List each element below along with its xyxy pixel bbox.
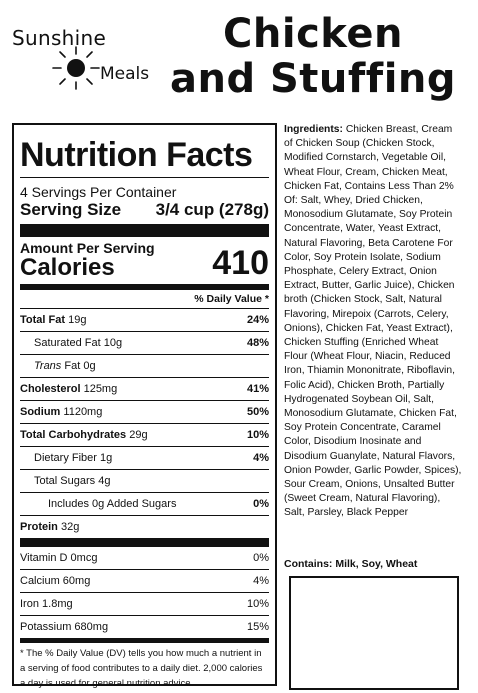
sun-icon [52, 46, 100, 90]
nutrition-facts-heading: Nutrition Facts [20, 136, 253, 174]
nutrient-row-cholesterol: Cholesterol 125mg 41% [20, 377, 269, 400]
nutrient-name: Dietary Fiber [34, 452, 97, 464]
nutrient-dv: 48% [246, 337, 269, 349]
vitamin-dv: 0% [253, 552, 269, 564]
product-title-line2: and Stuffing [169, 56, 457, 102]
nutrient-amount: 0g [83, 360, 96, 372]
ingredients-list: Ingredients: Chicken Breast, Cream of Ch… [284, 123, 462, 521]
calories-value: 410 [212, 244, 269, 282]
thick-divider [20, 224, 269, 237]
product-title: Chicken and Stuffing [158, 12, 468, 102]
serving-size-label: Serving Size [20, 200, 122, 219]
vitamins-section: Vitamin D 0mcg 0% Calcium 60mg 4% Iron 1… [20, 547, 269, 638]
vitamin-dv: 15% [246, 621, 269, 633]
nutrient-name: Cholesterol [20, 383, 81, 395]
vitamin-amount: 680mg [74, 621, 109, 633]
nutrient-dv: 10% [246, 429, 269, 441]
nutrient-row-dietary-fiber: Dietary Fiber 1g 4% [20, 446, 269, 469]
vitamin-dv: 4% [253, 575, 269, 587]
nutrient-dv: 50% [246, 406, 269, 418]
nutrient-amount: 0g Added Sugars [92, 498, 177, 510]
vitamin-name: Iron [20, 598, 39, 610]
amount-per-serving: Amount Per Serving [20, 240, 155, 256]
vitamin-amount: 0mcg [70, 552, 98, 564]
nutrient-name: Total Sugars [34, 475, 96, 487]
nutrient-name: Includes [48, 498, 89, 510]
nutrient-row-trans-fat: Trans Fat 0g [20, 354, 269, 377]
calories-row: Amount Per Serving Calories 410 [20, 241, 269, 280]
vitamin-name: Potassium [20, 621, 72, 633]
nutrient-row-added-sugars: Includes 0g Added Sugars 0% [20, 492, 269, 515]
brand-name-bottom: Meals [100, 64, 150, 84]
nutrient-row-total-sugars: Total Sugars 4g [20, 469, 269, 492]
vitamin-name: Calcium [20, 575, 60, 587]
nutrient-amount: 29g [129, 429, 148, 441]
serving-size-value: 3/4 cup (278g) [155, 200, 269, 219]
vitamin-row-calcium: Calcium 60mg 4% [20, 569, 269, 592]
nutrient-dv: 24% [246, 314, 269, 326]
nutrient-amount: 1g [100, 452, 113, 464]
nutrient-name: Saturated Fat [34, 337, 101, 349]
serving-size-row: Serving Size 3/4 cup (278g) [20, 200, 269, 220]
protein-divider [20, 538, 269, 547]
brand-logo: Sunshine Meals [12, 26, 162, 94]
nutrient-name: Sodium [20, 406, 61, 418]
product-title-line1: Chicken [223, 11, 403, 57]
vitamin-amount: 60mg [62, 575, 91, 587]
brand-name-top: Sunshine [12, 26, 107, 50]
ingredients-text: Chicken Breast, Cream of Chicken Soup (C… [284, 124, 462, 519]
nutrient-amount: 10g [103, 337, 123, 349]
allergen-statement: Contains: Milk, Soy, Wheat [284, 558, 418, 570]
nutrient-amount: 1120mg [63, 406, 103, 418]
nutrition-facts-label: Nutrition Facts 4 Servings Per Container… [12, 123, 277, 689]
vitamin-row-vitamin-d: Vitamin D 0mcg 0% [20, 547, 269, 569]
nutrient-dv: 4% [253, 452, 269, 464]
nutrient-name: Total Carbohydrates [20, 429, 127, 441]
nutrient-amount: 19g [68, 314, 87, 326]
vitamin-name: Vitamin D [20, 552, 68, 564]
nutrient-amount: 4g [98, 475, 111, 487]
nutrient-row-sodium: Sodium 1120mg 50% [20, 400, 269, 423]
nutrient-row-saturated-fat: Saturated Fat 10g 48% [20, 331, 269, 354]
medium-divider [20, 284, 269, 290]
nutrient-amount: 125mg [83, 383, 118, 395]
daily-value-header: % Daily Value * [194, 293, 269, 305]
vitamin-dv: 10% [246, 598, 269, 610]
nutrient-name: Total Fat [20, 314, 66, 326]
nutrient-row-protein: Protein 32g [20, 515, 269, 538]
footnote-divider [20, 638, 269, 643]
blank-box [289, 576, 459, 690]
calories-label: Calories [20, 254, 115, 281]
ingredients-label: Ingredients: [284, 124, 343, 135]
daily-value-footnote: * The % Daily Value (DV) tells you how m… [20, 648, 263, 689]
nutrient-name-prefix: Trans [34, 360, 62, 372]
nutrient-row-total-fat: Total Fat 19g 24% [20, 308, 269, 331]
servings-per-container: 4 Servings Per Container [20, 184, 177, 200]
nutrient-dv: 41% [246, 383, 269, 395]
vitamin-row-potassium: Potassium 680mg 15% [20, 615, 269, 638]
vitamin-row-iron: Iron 1.8mg 10% [20, 592, 269, 615]
nutrient-dv: 0% [253, 498, 269, 510]
nutrient-amount: 32g [60, 521, 80, 533]
nutrient-row-total-carbohydrates: Total Carbohydrates 29g 10% [20, 423, 269, 446]
vitamin-amount: 1.8mg [42, 598, 73, 610]
nutrient-name: Protein [20, 521, 58, 533]
nutrient-name: Fat [64, 360, 81, 372]
